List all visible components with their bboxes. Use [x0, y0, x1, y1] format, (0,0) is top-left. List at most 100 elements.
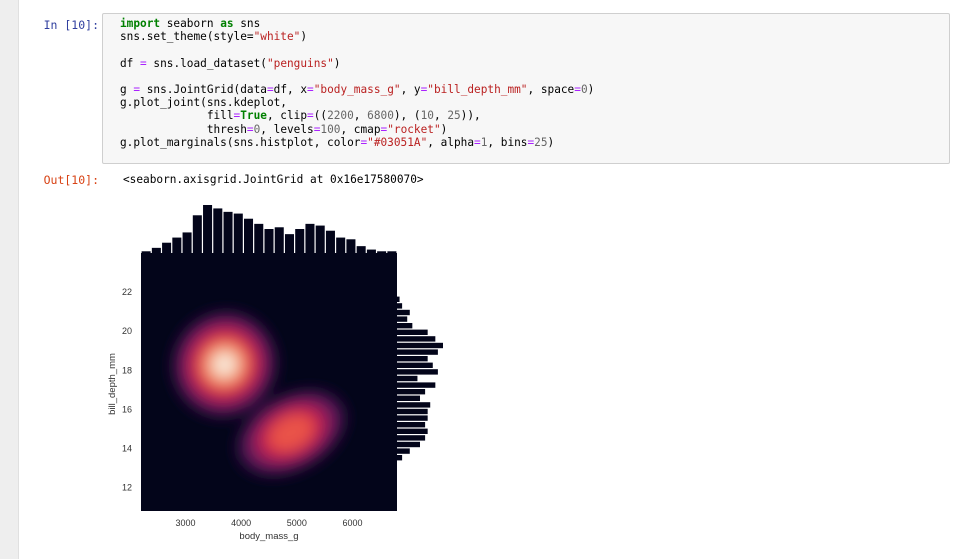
code-text[interactable]: import seaborn as sns sns.set_theme(styl… [120, 17, 594, 149]
code-token: 6800 [367, 109, 394, 123]
x-hist-bar [346, 239, 356, 253]
y-axis-label: bill_depth_mm [107, 353, 118, 415]
y-hist-bar [397, 303, 403, 309]
code-token: = [474, 135, 481, 149]
code-token: 0 [580, 83, 588, 97]
y-tick-label: 22 [122, 287, 132, 297]
code-cell-input[interactable] [102, 13, 950, 164]
y-hist-bar [397, 349, 438, 355]
code-token: ) [333, 56, 341, 70]
y-hist-bar [397, 356, 428, 362]
code-token: "white" [253, 30, 301, 44]
code-token: = [380, 122, 388, 136]
code-token: , bins [487, 135, 528, 149]
y-hist-bar [397, 329, 428, 335]
x-hist-bar [284, 234, 294, 253]
y-hist-bar [397, 402, 431, 408]
code-token: , levels [260, 122, 314, 136]
kde-contour [270, 415, 313, 450]
x-tick-label: 3000 [176, 518, 196, 528]
x-hist-bar [172, 237, 182, 253]
code-token: 25 [534, 135, 548, 149]
code-token: ) [547, 135, 555, 149]
x-axis-label: body_mass_g [239, 531, 298, 542]
code-token: = [313, 122, 321, 136]
code-token: df, x [273, 83, 308, 97]
y-tick-label: 20 [122, 326, 132, 336]
x-hist-bar [325, 230, 335, 253]
code-token: "penguins" [266, 56, 334, 70]
code-token: = [140, 56, 147, 70]
marginal-x-histogram [141, 205, 397, 253]
y-tick-label: 12 [122, 483, 132, 493]
x-axis-ticks: 3000 4000 5000 6000 [176, 518, 363, 528]
code-token: = [420, 83, 428, 97]
code-token: "rocket" [387, 122, 441, 136]
code-token: "body_mass_g" [313, 83, 401, 97]
y-tick-label: 18 [122, 365, 132, 375]
code-token: = [246, 122, 254, 136]
code-token: , [433, 109, 448, 123]
code-token: = [307, 83, 314, 97]
y-hist-bar [397, 375, 418, 382]
y-hist-bar [397, 336, 436, 342]
y-hist-bar [397, 296, 400, 302]
code-token: "#03051A" [367, 135, 428, 149]
code-token: , alpha [427, 135, 475, 149]
x-hist-bar [305, 223, 315, 253]
x-hist-bar [315, 225, 325, 253]
x-hist-bar [233, 213, 243, 253]
code-token: 10 [420, 109, 434, 123]
x-hist-bar [151, 247, 161, 253]
x-hist-bar [244, 218, 254, 253]
x-hist-bar [366, 249, 376, 253]
code-token: fill [120, 109, 234, 123]
x-hist-bar [356, 246, 366, 253]
x-hist-bar [223, 211, 233, 253]
y-tick-label: 14 [122, 443, 132, 453]
y-hist-bar [397, 435, 426, 441]
y-axis-ticks: 12 14 16 18 20 22 [122, 287, 132, 492]
code-token: ), ( [393, 109, 421, 123]
y-hist-bar [397, 323, 413, 329]
code-token: as [220, 17, 234, 30]
code-token: 2200 [327, 109, 354, 123]
x-tick-label: 4000 [231, 518, 251, 528]
y-hist-bar [397, 362, 433, 368]
code-token: sns.set_theme(style= [120, 30, 254, 44]
x-tick-label: 5000 [287, 518, 307, 528]
code-token: , cmap [340, 122, 381, 136]
output-prompt: Out[10]: [43, 173, 99, 187]
code-token: (( [313, 109, 328, 123]
code-token: = [233, 109, 241, 123]
code-token: sns [233, 17, 261, 30]
code-token: 0 [253, 122, 261, 136]
x-hist-bar [377, 251, 387, 253]
code-token: , [353, 109, 368, 123]
code-token: ) [300, 30, 308, 44]
y-hist-bar [397, 428, 428, 434]
y-hist-bar [397, 422, 426, 428]
y-hist-bar [397, 309, 410, 316]
input-prompt: In [10]: [43, 18, 99, 32]
x-hist-bar [141, 251, 151, 253]
y-hist-bar [397, 369, 438, 375]
x-hist-bar [213, 208, 223, 253]
y-tick-label: 16 [122, 404, 132, 414]
code-token: ) [440, 122, 448, 136]
x-hist-bar [162, 242, 172, 253]
y-hist-bar [397, 389, 426, 395]
output-repr: <seaborn.axisgrid.JointGrid at 0x16e1758… [123, 173, 424, 186]
kde-contour [216, 355, 233, 373]
code-token: = [266, 83, 274, 97]
kde-plot [141, 253, 397, 511]
marginal-y-histogram [397, 296, 443, 461]
y-hist-bar [397, 441, 420, 448]
y-hist-bar [397, 382, 436, 388]
code-token: df [120, 56, 141, 70]
code-token: = [307, 109, 314, 123]
y-hist-bar [397, 316, 408, 322]
code-token: g [120, 83, 134, 97]
x-hist-bar [295, 229, 305, 253]
x-tick-label: 6000 [342, 518, 362, 528]
